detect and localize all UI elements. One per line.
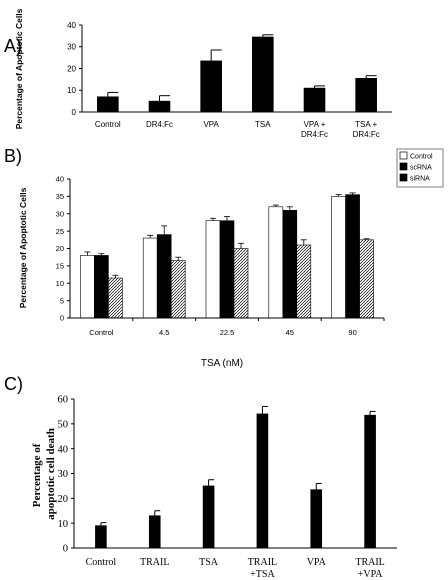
x-tick-label: VPA bbox=[203, 120, 219, 129]
x-tick-label: Control bbox=[95, 120, 121, 129]
panel-a-x-labels: Control DR4:Fc VPA TSA VPA + DR4:Fc TSA + DR4:F… bbox=[95, 120, 380, 139]
panel-c-y-axis-label-line-2: apoptotic cell death bbox=[45, 428, 57, 520]
bar bbox=[94, 255, 109, 319]
x-tick-label: Control bbox=[86, 557, 117, 568]
legend-label: Control bbox=[410, 154, 433, 161]
y-tick-label: 20 bbox=[58, 494, 69, 505]
bar bbox=[200, 60, 222, 113]
panel-b-x-axis-label: TSA (nM) bbox=[201, 358, 243, 369]
x-tick-label: TSA + DR4:Fc bbox=[353, 120, 380, 139]
x-tick-label: Control bbox=[89, 328, 114, 337]
y-tick-label: 40 bbox=[67, 21, 76, 30]
y-tick-label: 15 bbox=[56, 262, 64, 271]
legend-label: scRNA bbox=[410, 165, 432, 172]
x-tick-label: TSA bbox=[199, 557, 219, 568]
y-tick-label: 35 bbox=[56, 192, 64, 201]
x-tick-label: TRAIL +VPA bbox=[355, 557, 384, 580]
bar bbox=[303, 87, 326, 113]
bar bbox=[97, 96, 119, 113]
x-tick-label: TRAIL +TSA bbox=[248, 557, 277, 580]
bar bbox=[205, 220, 221, 319]
bar bbox=[364, 414, 376, 549]
panel-a-y-axis-label: Percentage of Apoptotic Cells bbox=[14, 8, 24, 129]
bar bbox=[148, 100, 171, 113]
panel-a-letter: A) bbox=[4, 36, 22, 56]
y-tick-label: 10 bbox=[56, 279, 64, 288]
bar bbox=[156, 234, 172, 319]
x-tick-label: 22.5 bbox=[220, 328, 235, 337]
panel-c-x-labels: Control TRAIL TSA TRAIL +TSA VPA TRAIL +VPA bbox=[86, 557, 385, 580]
y-tick-label: 40 bbox=[58, 444, 69, 455]
panel-c-bars bbox=[95, 405, 376, 549]
y-tick-label: 0 bbox=[63, 544, 68, 555]
x-tick-label: TRAIL bbox=[140, 557, 169, 568]
x-tick-label: DR4:Fc bbox=[146, 120, 173, 129]
x-tick-label: 45 bbox=[286, 328, 294, 337]
panel-c-y-ticks: 0 10 20 30 40 50 60 bbox=[58, 395, 74, 555]
chart-panel-b: B) 0 5 10 15 20 25 30 35 40 Control 4.5 22.5 45 90 P… bbox=[4, 146, 444, 369]
y-tick-label: 20 bbox=[56, 244, 64, 253]
bar bbox=[256, 413, 269, 549]
x-tick-label: VPA bbox=[307, 557, 327, 568]
y-tick-label: 40 bbox=[56, 175, 64, 184]
y-tick-label: 30 bbox=[56, 209, 64, 218]
bar bbox=[268, 206, 284, 319]
x-tick-label: TSA bbox=[255, 120, 271, 129]
bar bbox=[202, 485, 215, 549]
panel-b-legend: Control scRNA siRNA bbox=[396, 148, 444, 188]
bar bbox=[252, 36, 274, 113]
bar bbox=[310, 489, 323, 549]
x-tick-label: 4.5 bbox=[159, 328, 169, 337]
chart-panel-c: C) 0 10 20 30 40 50 60 Control TRAIL TSA TRAIL +TS… bbox=[4, 374, 397, 580]
panel-a-y-ticks: 0 10 20 30 40 bbox=[67, 21, 82, 117]
panel-b-x-labels: Control 4.5 22.5 45 90 bbox=[89, 318, 385, 337]
y-tick-label: 5 bbox=[60, 296, 64, 305]
y-tick-label: 30 bbox=[58, 469, 69, 480]
y-tick-label: 60 bbox=[58, 395, 69, 406]
bar bbox=[95, 525, 107, 549]
panel-c-letter: C) bbox=[4, 374, 23, 394]
bar bbox=[233, 248, 249, 319]
y-tick-label: 10 bbox=[58, 519, 69, 530]
bar bbox=[108, 277, 123, 319]
bar bbox=[282, 209, 298, 319]
legend-label: siRNA bbox=[410, 176, 430, 183]
bar bbox=[80, 255, 95, 319]
panel-c-y-axis-label: Percentage of apoptotic cell death bbox=[31, 428, 57, 520]
bar bbox=[331, 196, 346, 319]
x-tick-label: 90 bbox=[348, 328, 356, 337]
legend-swatch bbox=[399, 173, 408, 182]
panel-c-y-axis-label-line-1: Percentage of bbox=[31, 443, 43, 507]
chart-panel-a: A) 0 10 20 30 40 Control DR4:Fc VPA TSA VPA + DR4… bbox=[4, 8, 392, 139]
y-tick-label: 30 bbox=[67, 43, 76, 52]
panel-b-y-axis-label: Percentage of Apoptotic Cells bbox=[18, 187, 28, 308]
panel-b-bars bbox=[80, 192, 374, 319]
bar bbox=[170, 260, 186, 319]
bar bbox=[148, 515, 161, 549]
bar bbox=[296, 244, 312, 319]
bar bbox=[219, 220, 235, 319]
bar bbox=[359, 239, 374, 319]
y-tick-label: 50 bbox=[58, 420, 69, 431]
y-tick-label: 20 bbox=[67, 64, 76, 73]
legend-swatch bbox=[399, 162, 408, 171]
y-tick-label: 10 bbox=[67, 86, 76, 95]
x-tick-label: VPA + DR4:Fc bbox=[301, 120, 328, 139]
bar bbox=[345, 194, 360, 319]
y-tick-label: 0 bbox=[72, 108, 77, 117]
panel-b-letter: B) bbox=[4, 146, 22, 166]
panel-b-y-ticks: 0 5 10 15 20 25 30 35 40 bbox=[56, 175, 70, 323]
panel-a-bars bbox=[97, 34, 377, 113]
bar bbox=[355, 77, 377, 113]
y-tick-label: 25 bbox=[56, 227, 64, 236]
legend-swatch bbox=[399, 151, 408, 160]
y-tick-label: 0 bbox=[60, 314, 64, 323]
bar bbox=[142, 237, 158, 319]
